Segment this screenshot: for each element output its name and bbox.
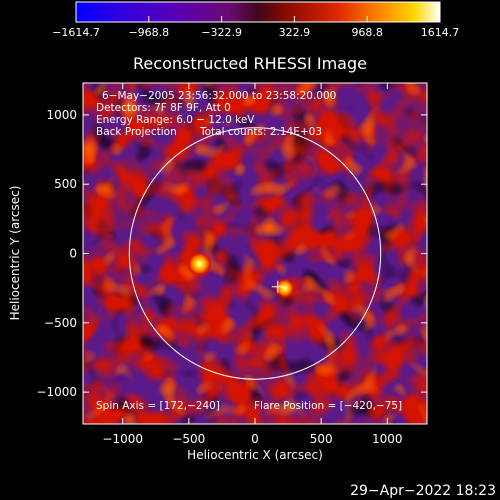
colorbar-tick-label: 322.9	[279, 26, 311, 39]
hard-xray-source	[186, 250, 213, 277]
colorbar	[75, 1, 441, 23]
x-tick-label: 0	[251, 432, 259, 446]
colorbar-tick-label: 1614.7	[421, 26, 460, 39]
annotation-method: Back Projection	[96, 126, 177, 138]
spin-axis-marker	[271, 280, 284, 293]
y-tick-label: 0	[69, 247, 77, 261]
y-axis-label: Heliocentric Y (arcsec)	[8, 186, 22, 321]
annotation-time-range: 6−May−2005 23:56:32.000 to 23:58:20.000	[102, 90, 336, 102]
y-tick-label: −1000	[36, 385, 77, 399]
colorbar-tick-label: −968.8	[128, 26, 169, 39]
annotation-energy-range: Energy Range: 6.0 − 12.0 keV	[96, 114, 255, 126]
y-tick-label: 1000	[46, 108, 77, 122]
colorbar-tick-label: 968.8	[351, 26, 383, 39]
chart-title: Reconstructed RHESSI Image	[133, 54, 367, 73]
image-area	[83, 83, 427, 424]
axis-ticks: −1000 −500 0 500 1000 −1000 −500 0 500 1000	[36, 83, 427, 446]
y-tick-label: 500	[54, 177, 77, 191]
x-tick-label: −1000	[102, 432, 143, 446]
annotation-total-counts: Total counts: 2.14E+03	[199, 126, 322, 138]
y-tick-label: −500	[44, 316, 77, 330]
x-tick-label: 1000	[372, 432, 403, 446]
colorbar-tick-label: −322.9	[201, 26, 242, 39]
x-axis-label: Heliocentric X (arcsec)	[187, 448, 323, 462]
x-tick-label: 500	[310, 432, 333, 446]
annotation-spin-axis: Spin Axis = [172,−240]	[96, 400, 220, 412]
footer-date: 29−Apr−2022 18:23	[350, 483, 496, 499]
colorbar-ticks: −1614.7 −968.8 −322.9 322.9 968.8 1614.7	[52, 16, 459, 39]
annotation-flare-position: Flare Position = [−420,−75]	[254, 400, 402, 412]
solar-disk-outline	[128, 127, 382, 380]
annotation-detectors: Detectors: 7F 8F 9F, Att 0	[96, 102, 231, 114]
annotation-block: 6−May−2005 23:56:32.000 to 23:58:20.000 …	[96, 90, 402, 412]
x-tick-label: −500	[172, 432, 205, 446]
colorbar-tick-label: −1614.7	[52, 26, 100, 39]
hard-xray-source	[274, 277, 296, 299]
